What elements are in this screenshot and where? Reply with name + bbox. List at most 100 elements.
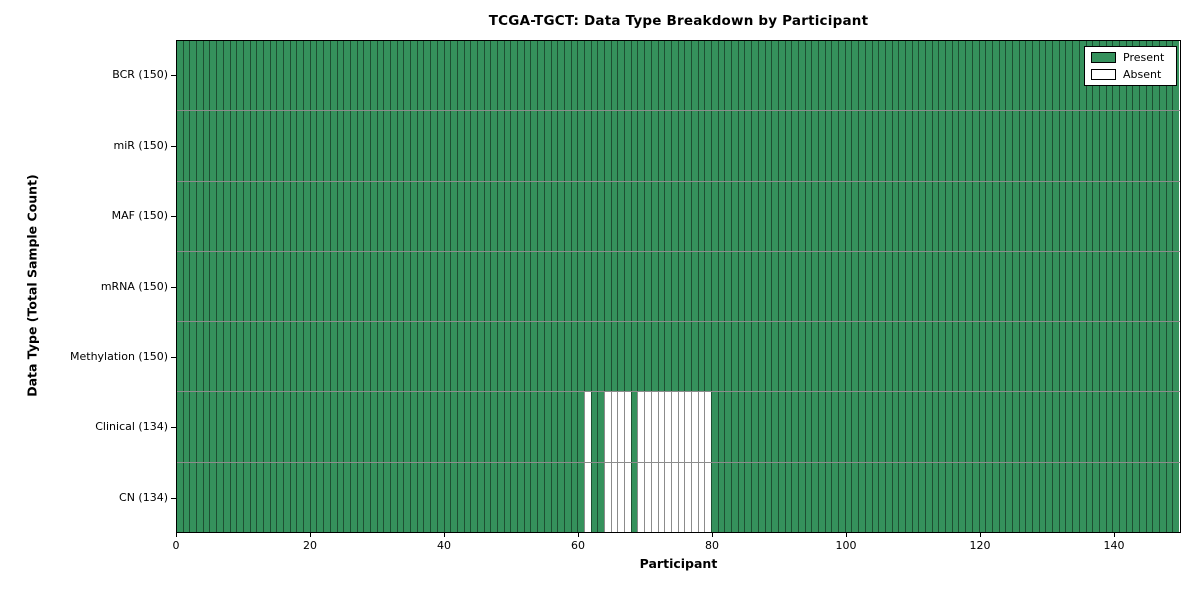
cell (1052, 462, 1059, 532)
cell (229, 392, 237, 462)
cell (991, 251, 999, 322)
cell (396, 41, 404, 111)
cell (1032, 111, 1039, 181)
cell (838, 181, 845, 251)
cell (410, 322, 417, 392)
cell (1038, 322, 1046, 392)
cell (249, 462, 257, 532)
cell (784, 251, 792, 322)
cell (229, 111, 237, 181)
cell (1085, 392, 1093, 462)
cell (470, 181, 477, 251)
cell (1018, 251, 1026, 322)
cell (1112, 251, 1119, 322)
cell (737, 322, 745, 392)
cell (951, 392, 959, 462)
cell (570, 392, 578, 462)
cell (918, 251, 925, 322)
cell (1078, 462, 1086, 532)
cell (383, 111, 390, 181)
cell (818, 392, 825, 462)
y-tick-label: CN (134) (119, 490, 168, 504)
cell (791, 41, 798, 111)
cell (610, 322, 618, 392)
cell (523, 251, 531, 322)
cell (1172, 322, 1180, 392)
cell (757, 322, 765, 392)
cell (456, 251, 464, 322)
cell (858, 462, 865, 532)
cell (336, 322, 344, 392)
cell (958, 111, 966, 181)
cell (1092, 392, 1099, 462)
cell (416, 111, 424, 181)
cell (289, 392, 297, 462)
cell (624, 251, 631, 322)
x-tick-label: 140 (1103, 539, 1125, 552)
cell (296, 392, 304, 462)
cell (945, 462, 952, 532)
cell (697, 462, 705, 532)
cell (711, 322, 718, 392)
cell (704, 251, 711, 322)
cell (751, 111, 758, 181)
cell (898, 251, 905, 322)
cell (369, 392, 377, 462)
cell (483, 41, 491, 111)
cell (711, 111, 718, 181)
cell (583, 41, 591, 111)
cell (510, 41, 518, 111)
cell (590, 251, 598, 322)
cell (349, 41, 357, 111)
cell (971, 41, 979, 111)
cell (456, 462, 464, 532)
cell (991, 181, 999, 251)
cell (1172, 392, 1180, 462)
cell (971, 251, 979, 322)
cell (423, 462, 431, 532)
cell (1132, 462, 1139, 532)
cell (1159, 322, 1166, 392)
cell (523, 111, 531, 181)
cell (1118, 111, 1126, 181)
cell (376, 392, 384, 462)
cell (1105, 462, 1113, 532)
cell (891, 322, 899, 392)
cell (383, 392, 390, 462)
cell (1118, 322, 1126, 392)
cell (356, 251, 364, 322)
cell (1145, 322, 1153, 392)
cell (704, 392, 711, 462)
cell (329, 462, 337, 532)
cell (1072, 41, 1079, 111)
cell (791, 251, 798, 322)
cell (724, 181, 732, 251)
cell (985, 111, 992, 181)
cell (403, 392, 411, 462)
cell (657, 111, 665, 181)
cell (985, 181, 992, 251)
cell (604, 322, 611, 392)
heatmap-row-cn (177, 462, 1180, 532)
cell (664, 462, 671, 532)
cell (329, 251, 337, 322)
cell (423, 251, 431, 322)
cell (396, 322, 404, 392)
cell (1125, 251, 1133, 322)
cell (283, 41, 290, 111)
cell (851, 322, 859, 392)
cell (677, 251, 685, 322)
x-tick-mark (980, 533, 981, 537)
cell (831, 251, 839, 322)
cell (644, 251, 651, 322)
cell (309, 181, 317, 251)
cell (898, 181, 905, 251)
cell (456, 322, 464, 392)
cell (610, 392, 618, 462)
cell (403, 181, 411, 251)
cell (771, 251, 778, 322)
cell (577, 392, 584, 462)
cell (177, 392, 183, 462)
cell (731, 251, 738, 322)
cell (771, 322, 778, 392)
